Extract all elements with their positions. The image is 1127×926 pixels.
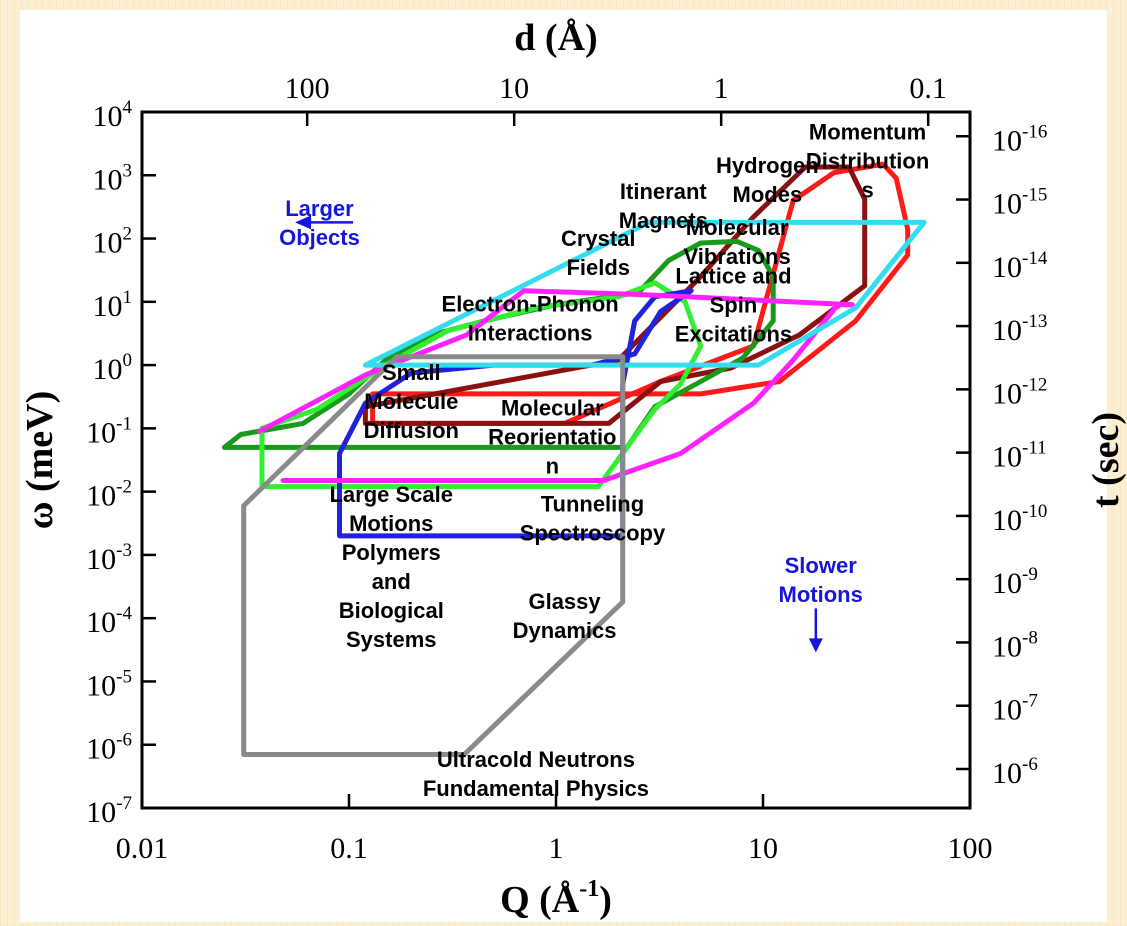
right-tick-label: 10-10	[992, 501, 1047, 537]
region-label: Larger Objects	[279, 196, 360, 250]
region-label: Electron-Phonon Interactions	[442, 292, 619, 346]
y-tick-label: 104	[93, 97, 133, 133]
region-label: Lattice and Spin Excitations	[675, 264, 792, 347]
y-tick-label: 10-1	[86, 413, 132, 449]
down-arrow-head	[808, 638, 823, 653]
right-tick-label: 10-11	[992, 438, 1047, 474]
right-tick-label: 10-16	[992, 121, 1047, 157]
y-tick-label: 10-4	[86, 603, 132, 639]
region-label: Small Molecule Diffusion	[364, 360, 459, 443]
y-tick-label: 10-3	[86, 540, 132, 576]
region-label: Slower Motions	[779, 553, 863, 607]
region-outline	[241, 354, 626, 757]
top-axis-title: d (Å)	[514, 17, 597, 59]
region-label: Hydrogen Modes	[716, 153, 819, 207]
x-tick-label: 10	[748, 832, 778, 865]
y-axis-title: ω (meV)	[19, 391, 61, 530]
region-label: Momentum Distribution s	[806, 120, 929, 203]
right-tick-label: 10-15	[992, 185, 1047, 221]
right-tick-label: 10-13	[992, 311, 1047, 347]
region-outline	[257, 288, 855, 434]
region-label: Itinerant Magnets	[619, 179, 708, 233]
region-label: Crystal Fields	[561, 226, 636, 280]
region-label: Molecular Vibrations	[684, 215, 791, 269]
left-arrow-head	[295, 215, 312, 230]
right-tick-label: 10-8	[992, 627, 1038, 663]
region-label: Tunneling Spectroscopy	[520, 492, 666, 546]
region-outline	[362, 219, 927, 368]
x-tick-label: 0.1	[330, 832, 368, 865]
right-tick-label: 10-14	[992, 248, 1048, 284]
y-tick-label: 103	[93, 160, 133, 196]
y-tick-label: 102	[93, 224, 133, 260]
y-tick-label: 100	[93, 350, 133, 386]
y-tick-label: 10-7	[86, 793, 132, 829]
right-axis-title: t (sec)	[1085, 412, 1127, 508]
right-tick-label: 10-7	[992, 691, 1038, 727]
chart-panel	[20, 10, 1107, 922]
x-tick-label: 100	[948, 832, 993, 865]
right-tick-label: 10-6	[992, 754, 1038, 790]
y-tick-label: 101	[93, 287, 133, 323]
region-outline	[221, 238, 776, 450]
regions-group	[221, 161, 927, 757]
top-tick-label: 0.1	[909, 72, 947, 105]
top-tick-label: 1	[714, 72, 729, 105]
top-tick-label: 100	[285, 72, 330, 105]
y-tick-label: 10-2	[86, 477, 132, 513]
x-tick-label: 1	[549, 832, 564, 865]
top-tick-label: 10	[499, 72, 529, 105]
x-tick-label: 0.01	[116, 832, 169, 865]
region-outline	[259, 280, 704, 490]
region-label: Molecular Reorientatio n	[488, 395, 616, 478]
right-tick-label: 10-9	[992, 564, 1038, 600]
y-tick-label: 10-5	[86, 666, 132, 702]
region-label: Glassy Dynamics	[513, 589, 617, 643]
x-axis-title: Q (Å-1)	[500, 876, 612, 921]
y-tick-label: 10-6	[86, 730, 132, 766]
region-outline	[370, 161, 911, 426]
region-label: Large Scale Motions Polymers and Biological S…	[329, 482, 453, 652]
region-label: Ultracold Neutrons Fundamental Physics	[423, 747, 649, 801]
right-tick-label: 10-12	[992, 374, 1047, 410]
